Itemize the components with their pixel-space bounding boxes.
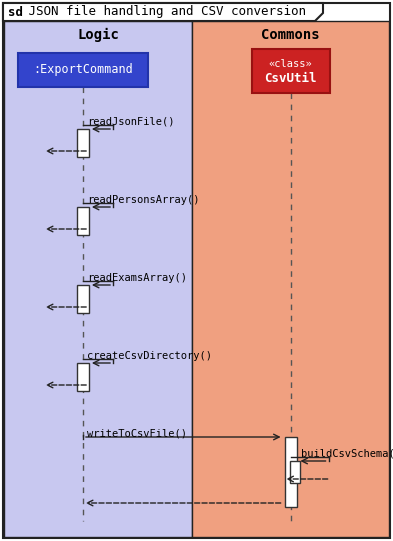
Bar [77,129,89,157]
Bar [77,285,89,313]
Bar [285,437,296,507]
Text: writeToCsvFile(): writeToCsvFile() [87,429,187,439]
Text: readJsonFile(): readJsonFile() [87,117,174,127]
Text: buildCsvSchema(): buildCsvSchema() [301,449,393,459]
Text: Commons: Commons [261,28,320,42]
Polygon shape [3,3,323,21]
Bar [18,53,148,87]
Text: readPersonsArray(): readPersonsArray() [87,195,200,205]
Text: readExamsArray(): readExamsArray() [87,273,187,283]
Bar [4,21,192,537]
Text: JSON file handling and CSV conversion: JSON file handling and CSV conversion [21,5,306,18]
Bar [192,21,389,537]
Text: «class»: «class» [269,59,312,69]
Bar [77,207,89,235]
Bar [290,461,299,483]
Text: sd: sd [8,5,23,18]
Bar [252,49,329,93]
Text: Logic: Logic [77,28,119,42]
Text: :ExportCommand: :ExportCommand [33,63,133,76]
Text: createCsvDirectory(): createCsvDirectory() [87,351,212,361]
Text: CsvUtil: CsvUtil [264,71,317,84]
Bar [77,363,89,391]
